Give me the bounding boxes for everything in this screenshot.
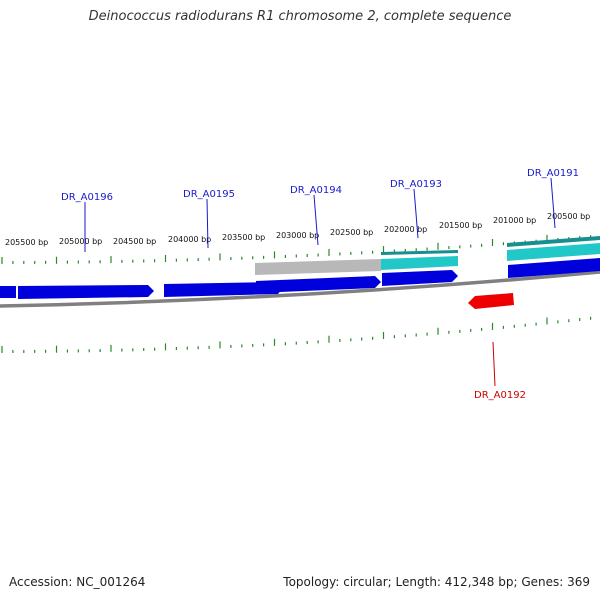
ruler-labels: 205500 bp 205000 bp 204500 bp 204000 bp …: [5, 212, 590, 247]
ruler-label: 204000 bp: [168, 235, 211, 244]
chromosome-backbone: [0, 270, 600, 308]
accession-text: Accession: NC_001264: [9, 575, 146, 589]
ruler-label: 201500 bp: [439, 221, 482, 230]
ruler-label: 202500 bp: [330, 228, 373, 237]
gene-label[interactable]: DR_A0195: [183, 189, 235, 200]
gene-label[interactable]: DR_A0193: [390, 179, 442, 190]
highlight-region-teal: [381, 256, 458, 270]
ruler-ticks-outer: [1, 234, 592, 264]
highlight-regions: [255, 236, 600, 275]
genome-summary-text: Topology: circular; Length: 412,348 bp; …: [283, 575, 590, 589]
gene-label[interactable]: DR_A0194: [290, 185, 342, 196]
ruler-label: 201000 bp: [493, 216, 536, 225]
highlight-region-edge: [381, 250, 458, 255]
ruler-label: 200500 bp: [547, 212, 590, 221]
leader-line: [313, 194, 319, 246]
ruler-label: 204500 bp: [113, 237, 156, 246]
gene-arrow-forward[interactable]: [382, 270, 458, 286]
gene-label[interactable]: DR_A0192: [474, 390, 526, 401]
highlight-region-edge: [507, 236, 600, 247]
forward-genes: [0, 258, 600, 299]
gene-arrow-forward[interactable]: [18, 285, 154, 299]
gene-labels: DR_A0196 DR_A0195 DR_A0194 DR_A0193 DR_A…: [61, 168, 579, 401]
gene-label[interactable]: DR_A0196: [61, 192, 113, 203]
leader-line: [492, 341, 496, 387]
ruler-label: 203000 bp: [276, 231, 319, 240]
gene-arrow-forward[interactable]: [508, 258, 600, 278]
map-title: Deinococcus radiodurans R1 chromosome 2,…: [88, 9, 512, 24]
leader-line: [550, 177, 556, 229]
gene-label-leaders: [84, 177, 556, 387]
leader-line: [413, 188, 419, 239]
ruler-label: 203500 bp: [222, 233, 265, 242]
ruler-label: 205500 bp: [5, 238, 48, 247]
gene-arrow-reverse[interactable]: [468, 293, 514, 309]
ruler-label: 202000 bp: [384, 225, 427, 234]
gene-arrow-forward[interactable]: [0, 286, 16, 298]
highlight-region-teal: [507, 243, 600, 261]
gene-arrow-forward[interactable]: [164, 282, 283, 297]
gene-label[interactable]: DR_A0191: [527, 168, 579, 179]
ruler-ticks-inner: [1, 316, 592, 353]
gene-arrow-forward[interactable]: [256, 276, 381, 293]
ruler-label: 205000 bp: [59, 237, 102, 246]
leader-line: [206, 198, 209, 249]
highlight-region-grey: [255, 259, 381, 275]
